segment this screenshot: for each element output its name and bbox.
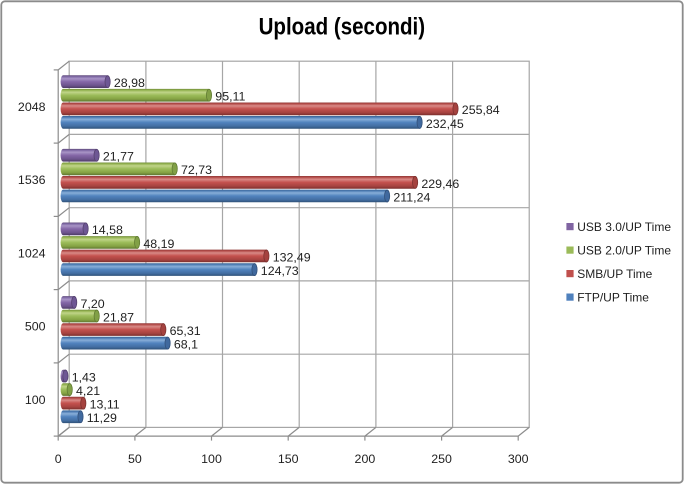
svg-text:USB 3.0/UP Time: USB 3.0/UP Time	[577, 220, 671, 234]
svg-text:13,11: 13,11	[90, 398, 120, 412]
svg-text:28,98: 28,98	[114, 76, 145, 90]
svg-text:68,1: 68,1	[174, 338, 198, 352]
svg-text:229,46: 229,46	[421, 177, 459, 191]
svg-text:250: 250	[431, 452, 452, 466]
svg-text:7,20: 7,20	[81, 297, 105, 311]
svg-text:4,21: 4,21	[76, 384, 100, 398]
svg-text:21,87: 21,87	[103, 310, 134, 324]
svg-text:150: 150	[278, 452, 299, 466]
svg-text:11,29: 11,29	[87, 411, 117, 425]
svg-text:SMB/UP Time: SMB/UP Time	[577, 267, 652, 281]
svg-text:2048: 2048	[18, 100, 46, 114]
svg-text:300: 300	[508, 452, 529, 466]
svg-text:FTP/UP Time: FTP/UP Time	[577, 290, 649, 304]
svg-text:14,58: 14,58	[92, 223, 123, 237]
svg-text:232,45: 232,45	[426, 117, 464, 131]
svg-text:48,19: 48,19	[143, 237, 174, 251]
svg-text:1,43: 1,43	[72, 370, 96, 384]
svg-text:132,49: 132,49	[273, 250, 311, 264]
svg-text:500: 500	[25, 320, 46, 334]
svg-text:211,24: 211,24	[393, 190, 430, 204]
svg-text:0: 0	[55, 452, 62, 466]
svg-text:50: 50	[128, 452, 142, 466]
svg-text:Upload (secondi): Upload (secondi)	[259, 14, 426, 41]
svg-text:124,73: 124,73	[261, 264, 299, 278]
svg-text:255,84: 255,84	[462, 103, 500, 117]
svg-text:21,77: 21,77	[103, 150, 134, 164]
svg-text:72,73: 72,73	[181, 163, 212, 177]
svg-text:100: 100	[201, 452, 222, 466]
svg-text:USB 2.0/UP Time: USB 2.0/UP Time	[577, 243, 671, 257]
svg-text:65,31: 65,31	[170, 324, 201, 338]
svg-text:1536: 1536	[18, 173, 46, 187]
svg-text:100: 100	[25, 393, 46, 407]
svg-text:1024: 1024	[18, 246, 46, 260]
svg-text:95,11: 95,11	[215, 90, 245, 104]
svg-text:200: 200	[355, 452, 376, 466]
